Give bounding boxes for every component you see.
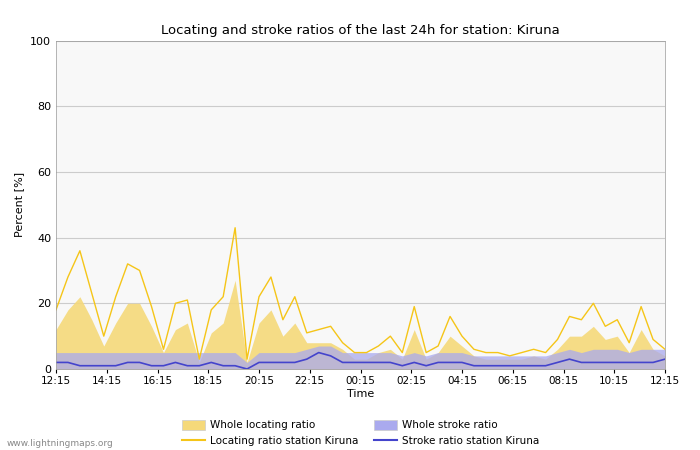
Legend: Whole locating ratio, Locating ratio station Kiruna, Whole stroke ratio, Stroke : Whole locating ratio, Locating ratio sta…	[182, 420, 539, 446]
Title: Locating and stroke ratios of the last 24h for station: Kiruna: Locating and stroke ratios of the last 2…	[161, 23, 560, 36]
Text: www.lightningmaps.org: www.lightningmaps.org	[7, 439, 113, 448]
X-axis label: Time: Time	[347, 389, 374, 399]
Y-axis label: Percent [%]: Percent [%]	[15, 172, 24, 237]
